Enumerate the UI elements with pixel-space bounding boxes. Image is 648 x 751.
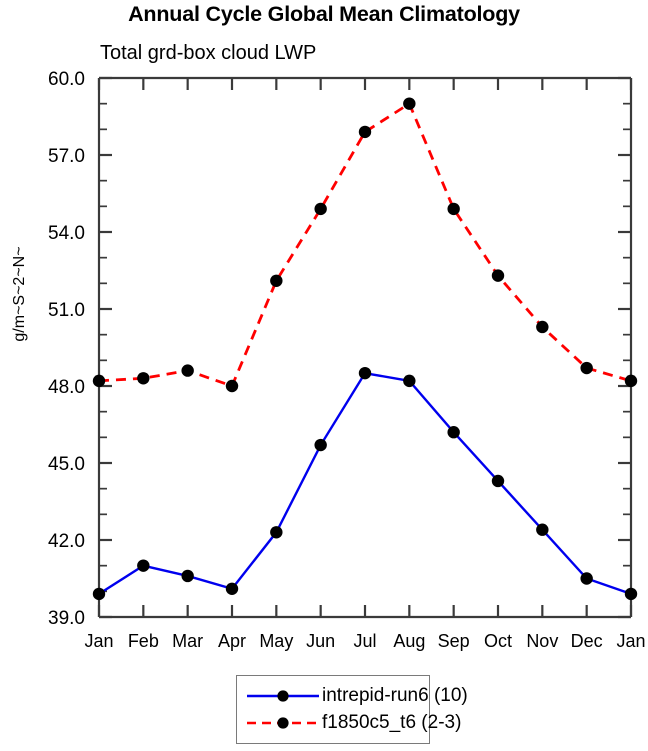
y-tick-label: 39.0 [48,608,85,629]
x-tick-label: Nov [526,631,558,651]
y-tick-label: 48.0 [48,377,85,398]
data-point [447,202,460,216]
y-tick-label: 54.0 [48,223,85,244]
y-tick-label: 51.0 [48,300,85,321]
legend-swatch-series-b [245,713,321,733]
data-point [580,361,593,375]
data-point [624,374,638,388]
series-line-1 [98,101,632,388]
data-point [270,526,283,539]
data-point [92,587,106,601]
data-point [225,379,239,393]
data-point [536,523,549,536]
x-tick-label: Mar [172,631,203,651]
data-point [447,426,460,439]
data-point [624,587,638,601]
legend: intrepid-run6 (10) f1850c5_t6 (2-3) [236,675,468,744]
y-tick-label: 42.0 [48,531,85,552]
x-tick-label: Aug [393,631,425,651]
x-tick-label: Jun [306,631,335,651]
chart-title: Annual Cycle Global Mean Climatology [128,2,520,26]
data-point [491,474,505,488]
x-tick-label: May [259,631,293,651]
legend-label-series-b: f1850c5_t6 (2-3) [322,711,462,733]
data-point [181,569,194,583]
data-point [403,374,416,388]
data-point [92,374,106,388]
data-point [225,582,239,595]
series-line-0 [98,371,632,596]
y-tick-label: 57.0 [48,146,85,167]
data-point [270,274,283,287]
x-tick-label: Jul [353,631,376,651]
x-tick-label: Jan [84,631,113,651]
legend-item-1[interactable]: f1850c5_t6 (2-3) [245,709,461,736]
x-tick-label: Jan [616,631,645,651]
legend-swatch-series-a [245,686,321,706]
legend-item-0[interactable]: intrepid-run6 (10) [245,682,468,709]
data-point [491,269,505,282]
x-tick-label: Dec [571,631,603,651]
data-point [536,320,549,334]
data-point [314,202,327,216]
x-tick-label: Feb [128,631,159,651]
data-point [137,559,150,572]
x-tick-label: Sep [438,631,470,651]
data-point [358,366,372,380]
x-tick-label: Oct [484,631,512,651]
data-point [580,572,593,585]
y-tick-label: 45.0 [48,454,85,475]
data-point [314,438,327,452]
data-point [403,97,416,110]
data-point [358,125,372,139]
x-tick-label: Apr [218,631,246,651]
chart-subtitle: Total grd-box cloud LWP [100,42,317,64]
legend-label-series-a: intrepid-run6 (10) [322,684,468,706]
data-point [137,372,150,385]
y-tick-label: 60.0 [48,69,85,90]
data-point [181,364,194,377]
